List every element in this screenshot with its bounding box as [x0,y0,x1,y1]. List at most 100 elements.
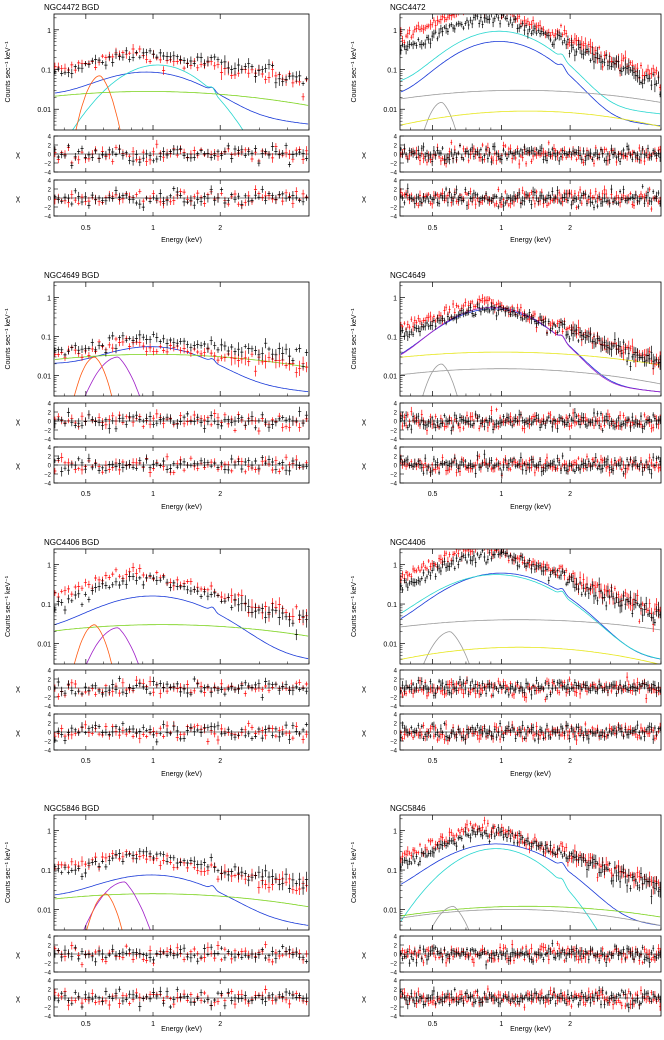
resid-tick-label: 0 [394,731,398,737]
data_black-residuals [400,675,661,700]
x-tick-label: 2 [568,225,572,232]
resid-axis-label: χ [16,194,21,203]
data_black-points [54,846,309,895]
spectrum-panel-6: NGC5846 BGD 1 0.1 0.01 Counts sec⁻¹ keV⁻¹ 4 2 0… [5,804,310,1033]
residual-panel-2: 4 2 0 −2 −4 χ [16,979,310,1021]
resid-tick-label: 2 [48,944,52,950]
model_green-curve [54,893,309,908]
y-tick-label: 1 [393,28,397,35]
data_red-residuals [400,985,661,1011]
model_blue-curve [400,41,661,127]
resid-tick-label: −4 [390,1015,398,1021]
data_red-points [400,294,661,375]
y-axis-label: Counts sec⁻¹ keV⁻¹ [351,575,358,637]
y-axis-label: Counts sec⁻¹ keV⁻¹ [5,41,12,103]
resid-tick-label: 4 [48,935,52,941]
resid-tick-label: 0 [48,197,52,203]
data_black-residuals [400,408,661,435]
spectrum-panel-0: NGC4472 BGD 1 0.1 0.01 Counts sec⁻¹ keV⁻¹ 4 2 0… [5,3,310,244]
resid-tick-label: −4 [44,705,52,711]
y-tick-label: 0.01 [383,641,397,648]
x-tick-label: 2 [218,1021,222,1028]
resid-tick-label: 2 [394,988,398,994]
y-tick-label: 0.01 [383,107,397,114]
data_red-residuals [400,672,661,704]
spectrum-panel-4: NGC4406 BGD 1 0.1 0.01 Counts sec⁻¹ keV⁻¹ 4 2 0… [5,538,310,778]
y-tick-label: 0.1 [41,868,51,875]
spectrum-panel-5: NGC4406 1 0.1 0.01 Counts sec⁻¹ keV⁻¹ 4 2 0 −2 −4… [351,538,662,778]
x-tick-label: 1 [151,758,155,765]
residual-panel-1: 4 2 0 −2 −4 χ [362,935,662,977]
resid-tick-label: −2 [44,206,52,212]
x-axis-label: Energy (keV) [510,1026,551,1033]
residual-area [400,139,661,169]
spectrum-panel-1: NGC4472 1 0.1 0.01 Counts sec⁻¹ keV⁻¹ 4 2 0 −2 −4… [351,3,662,244]
data_red-points [400,14,661,91]
data_red-points [54,849,309,895]
resid-tick-label: 4 [48,135,52,141]
x-axis-label: Energy (keV) [161,771,202,778]
residual-area [400,720,661,745]
residual-area [54,185,309,211]
resid-axis-label: χ [16,684,21,693]
model_yellow-curve [400,646,661,664]
x-tick-label: 2 [568,1021,572,1028]
resid-tick-label: −2 [44,162,52,168]
resid-tick-label: −2 [390,162,398,168]
residual-area [54,452,309,478]
resid-tick-label: 0 [48,731,52,737]
model_gray_low-curve [422,363,458,396]
resid-tick-label: −4 [390,705,398,711]
main-frame [53,814,310,931]
resid-tick-label: 2 [48,678,52,684]
resid-tick-label: 4 [48,713,52,719]
resid-tick-label: −4 [44,171,52,177]
x-tick-label: 2 [568,491,572,498]
plot-area [400,294,661,396]
x-axis-label: Energy (keV) [510,237,551,244]
x-axis-label: Energy (keV) [510,771,551,778]
resid-tick-label: −4 [390,171,398,177]
resid-tick-label: −4 [44,482,52,488]
resid-tick-label: −2 [390,429,398,435]
resid-tick-label: −2 [44,740,52,746]
x-axis-label: Energy (keV) [161,237,202,244]
residual-area [54,720,309,746]
data_black-residuals [54,406,309,434]
resid-tick-label: 0 [394,687,398,693]
data_black-points [54,571,309,641]
model_orange-curve [73,624,113,664]
resid-axis-label: χ [362,728,367,737]
resid-tick-label: −2 [390,740,398,746]
x-tick-label: 0.5 [428,491,438,498]
y-tick-label: 1 [393,829,397,836]
y-axis-label: Counts sec⁻¹ keV⁻¹ [5,308,12,370]
resid-tick-label: 2 [394,144,398,150]
resid-tick-label: 4 [394,935,398,941]
resid-tick-label: −2 [390,206,398,212]
plot-area [54,846,309,930]
x-tick-label: 0.5 [428,758,438,765]
data_red-residuals [400,453,661,479]
x-tick-label: 1 [499,758,503,765]
y-axis-label: Counts sec⁻¹ keV⁻¹ [5,841,12,903]
resid-tick-label: −4 [390,438,398,444]
resid-tick-label: 0 [394,153,398,159]
x-tick-label: 1 [151,225,155,232]
resid-tick-label: −4 [390,482,398,488]
data_black-points [54,330,309,370]
resid-tick-label: 2 [394,678,398,684]
plot-area [54,44,309,130]
plot-area [54,330,309,396]
model_cyan-curve [72,64,244,130]
x-tick-label: 1 [499,1021,503,1028]
resid-tick-label: 4 [394,179,398,185]
panel-title: NGC4649 BGD [44,271,99,280]
resid-tick-label: −2 [44,1006,52,1012]
model_purple-curve [400,306,661,393]
panel-title: NGC5846 BGD [44,804,99,813]
resid-tick-label: 0 [394,464,398,470]
resid-tick-label: 2 [48,455,52,461]
residual-panel-2: 4 2 0 −2 −4 χ [362,979,662,1021]
